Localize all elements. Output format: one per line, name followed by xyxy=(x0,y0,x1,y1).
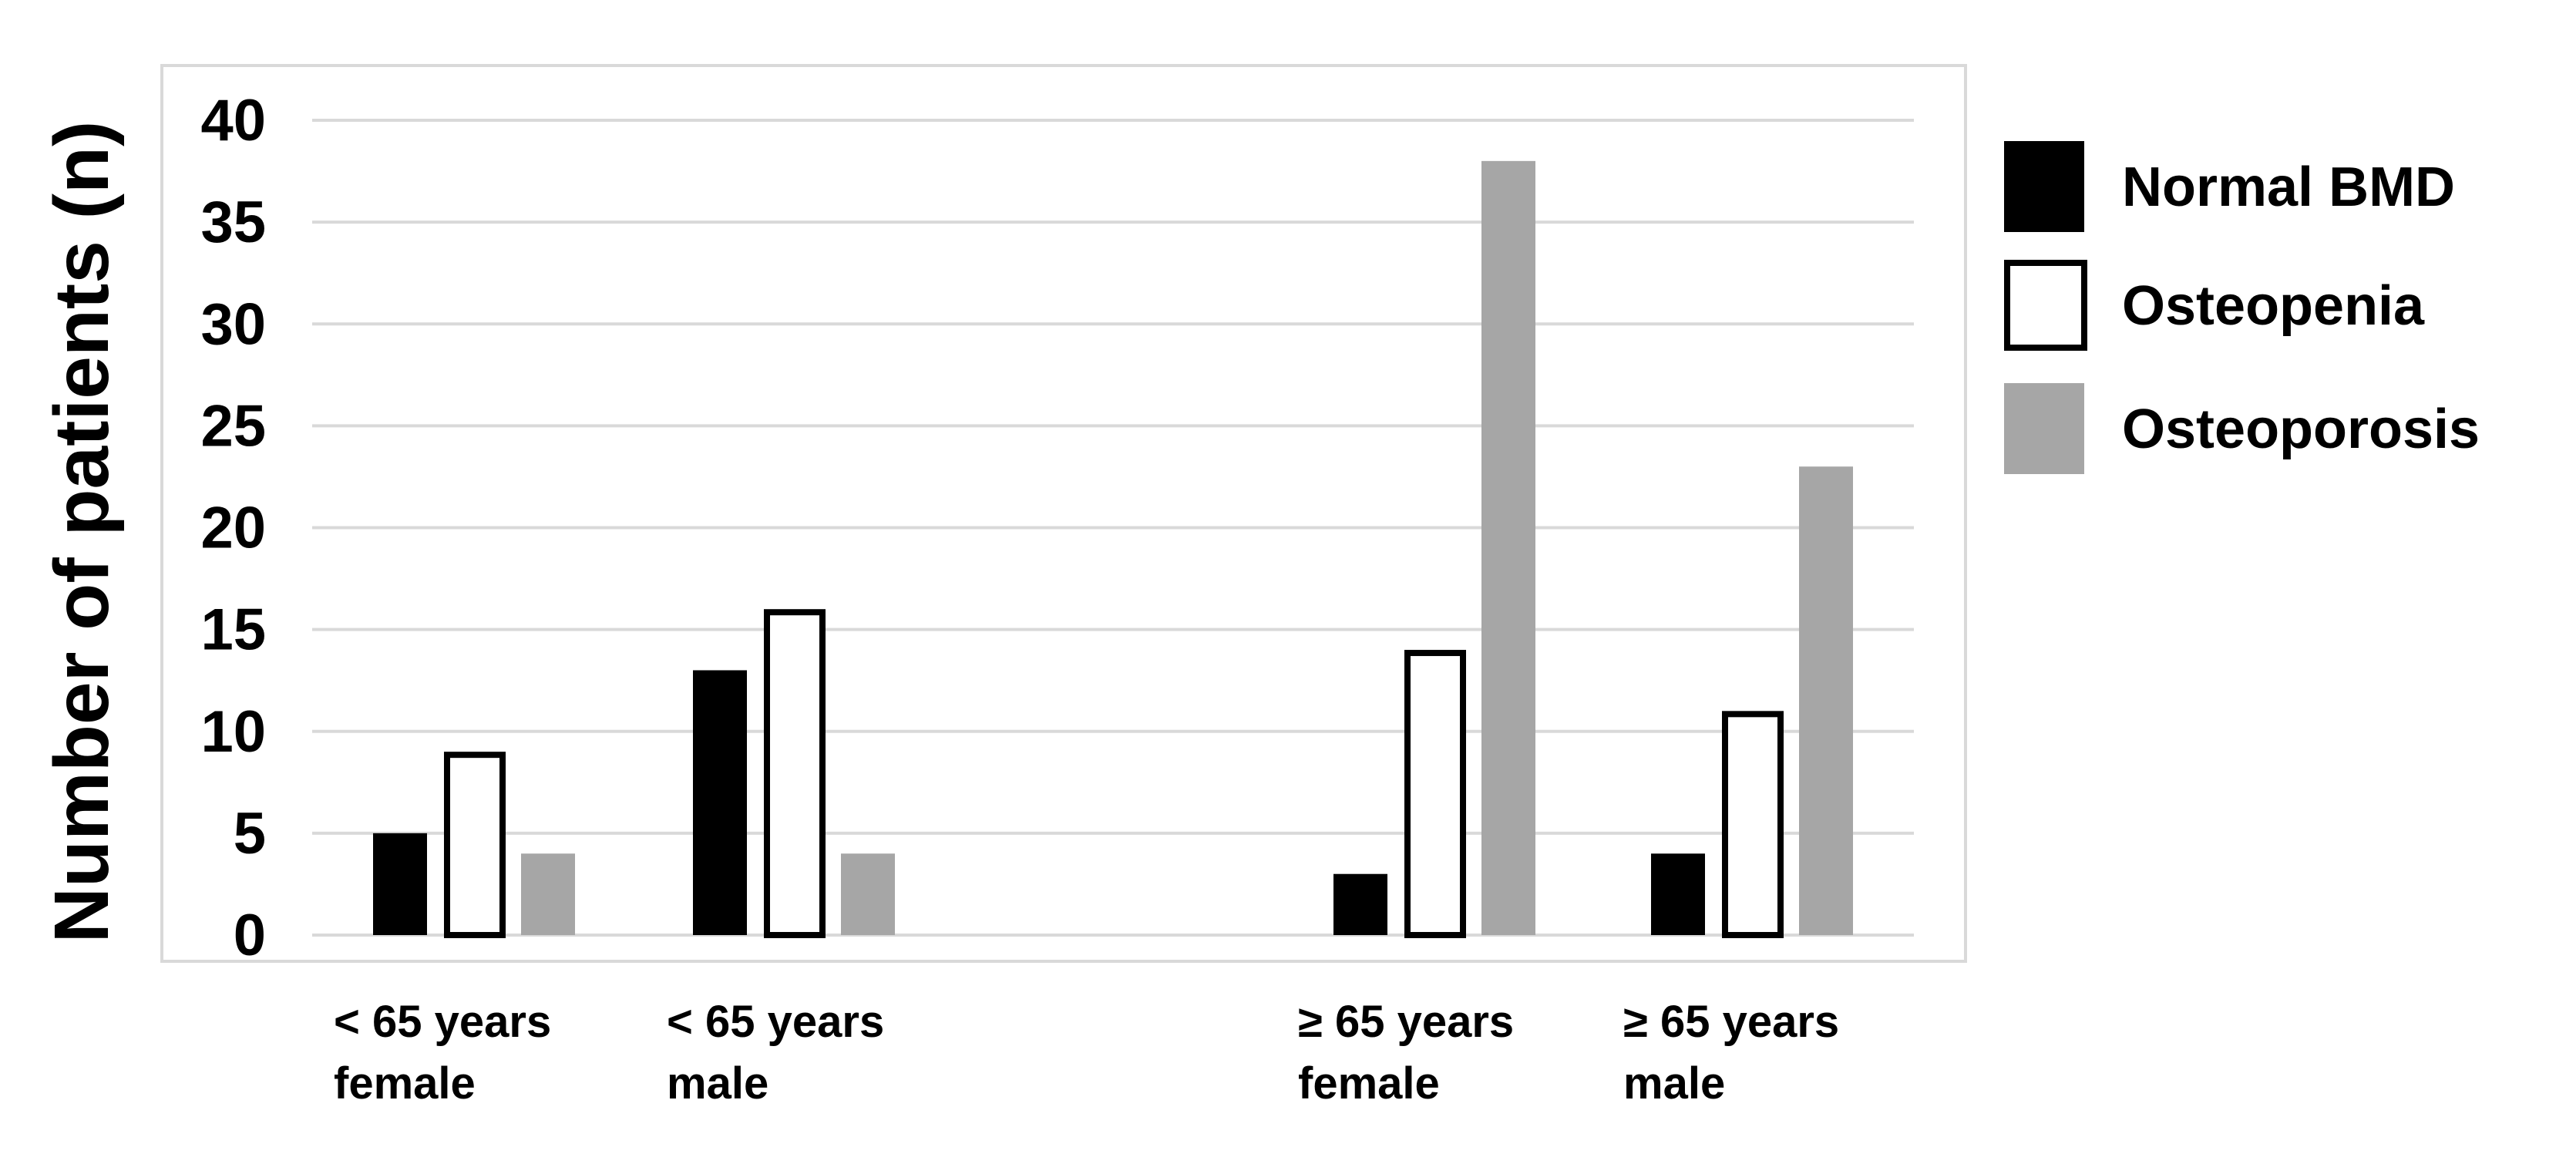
bar-normal-bmd xyxy=(1651,853,1705,935)
x-category-label-line: ≥ 65 years xyxy=(1623,997,1839,1047)
bar-osteoporosis xyxy=(841,853,895,935)
y-axis-label: Number of patients (n) xyxy=(39,121,125,944)
plot-border xyxy=(160,64,1967,963)
y-tick-label: 20 xyxy=(200,496,266,561)
bar-osteoporosis xyxy=(1799,466,1853,935)
x-category-label: ≥ 65 years female xyxy=(1298,997,1514,1109)
legend-label: Normal BMD xyxy=(2122,156,2455,218)
x-category-label-line: male xyxy=(667,1058,768,1109)
bar-osteopenia xyxy=(1722,711,1784,938)
bar-osteoporosis xyxy=(1481,160,1535,936)
y-tick-label: 0 xyxy=(234,903,266,968)
x-category-label-line: < 65 years xyxy=(334,997,551,1047)
y-tick-label: 5 xyxy=(234,801,266,866)
bar-normal-bmd xyxy=(373,833,427,935)
bar-normal-bmd xyxy=(693,670,747,935)
x-category-label: < 65 years female xyxy=(334,997,551,1109)
y-tick-label: 40 xyxy=(200,88,266,153)
bar-osteoporosis xyxy=(521,853,575,935)
y-tick-label: 10 xyxy=(200,699,266,765)
legend-label: Osteopenia xyxy=(2122,275,2425,337)
x-category-label-line: ≥ 65 years xyxy=(1298,997,1514,1047)
x-category-label-line: female xyxy=(1298,1058,1440,1109)
y-tick-label: 15 xyxy=(200,597,266,663)
x-category-label-line: < 65 years xyxy=(667,997,884,1047)
bar-osteopenia xyxy=(1404,650,1466,938)
y-tick-label: 30 xyxy=(200,291,266,357)
legend-swatch xyxy=(2004,141,2084,232)
legend-swatch xyxy=(2004,260,2087,351)
bar-osteopenia xyxy=(444,752,506,938)
y-tick-label: 35 xyxy=(200,190,266,255)
y-tick-label: 25 xyxy=(200,393,266,459)
x-category-label-line: male xyxy=(1623,1058,1725,1109)
x-category-label: < 65 years male xyxy=(667,997,884,1109)
legend-swatch xyxy=(2004,383,2084,474)
bar-normal-bmd xyxy=(1333,873,1387,935)
bar-osteopenia xyxy=(764,609,826,938)
x-category-label-line: female xyxy=(334,1058,476,1109)
legend-label: Osteoporosis xyxy=(2122,399,2480,460)
x-category-label: ≥ 65 years male xyxy=(1623,997,1839,1109)
